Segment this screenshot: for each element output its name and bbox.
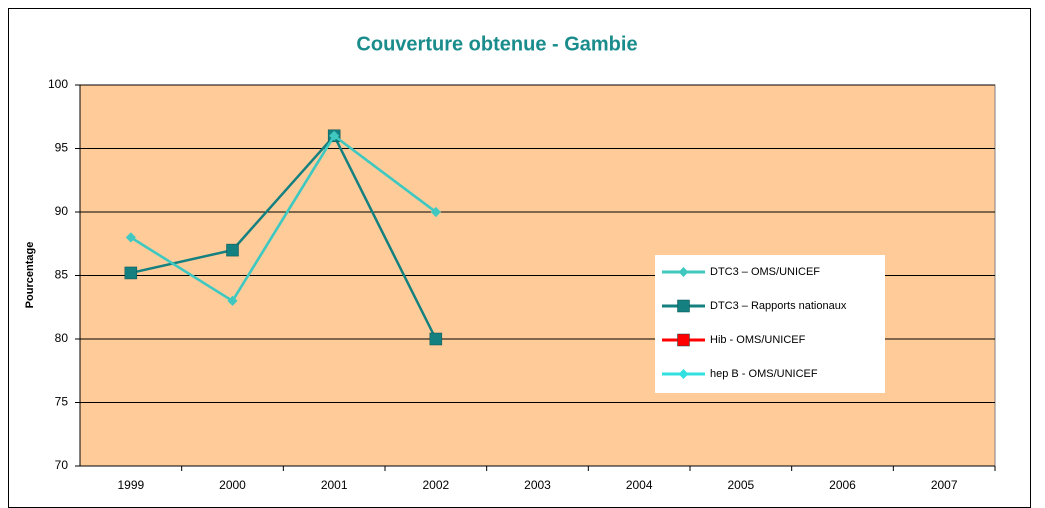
- series-marker: [429, 332, 443, 346]
- x-tick-label: 1999: [117, 478, 144, 492]
- y-tick-label: 85: [55, 268, 69, 282]
- x-tick-label: 2005: [727, 478, 754, 492]
- legend-label: Hib - OMS/UNICEF: [710, 334, 806, 346]
- y-tick-label: 100: [48, 77, 68, 91]
- x-tick-label: 2003: [524, 478, 551, 492]
- series-marker: [430, 207, 441, 217]
- legend: [655, 255, 885, 393]
- legend-marker: [678, 267, 689, 277]
- legend-marker: [677, 333, 690, 347]
- y-axis-label: Pourcentage: [24, 242, 36, 309]
- series-line: [130, 133, 437, 303]
- x-tick-label: 2004: [626, 478, 653, 492]
- y-tick-label: 80: [55, 331, 69, 345]
- y-tick-label: 75: [55, 395, 69, 409]
- x-tick-label: 2006: [829, 478, 856, 492]
- legend-label: DTC3 – Rapports nationaux: [710, 300, 847, 312]
- series-marker: [227, 295, 238, 306]
- series-marker: [124, 266, 138, 280]
- y-tick-label: 95: [55, 141, 69, 155]
- series-marker: [226, 243, 239, 257]
- legend-label: hep B - OMS/UNICEF: [710, 368, 818, 380]
- legend-marker: [677, 299, 690, 313]
- series-line: [130, 133, 437, 340]
- y-tick-label: 70: [55, 458, 69, 472]
- chart-title: Couverture obtenue - Gambie: [356, 33, 637, 55]
- x-tick-label: 2000: [219, 478, 246, 492]
- series-marker: [125, 232, 136, 243]
- legend-marker: [678, 369, 689, 379]
- x-tick-label: 2002: [422, 478, 449, 492]
- x-tick-label: 2001: [321, 478, 348, 492]
- series-marker: [329, 130, 340, 141]
- legend-label: DTC3 – OMS/UNICEF: [710, 266, 820, 278]
- y-tick-label: 90: [55, 204, 69, 218]
- x-tick-label: 2007: [931, 478, 958, 492]
